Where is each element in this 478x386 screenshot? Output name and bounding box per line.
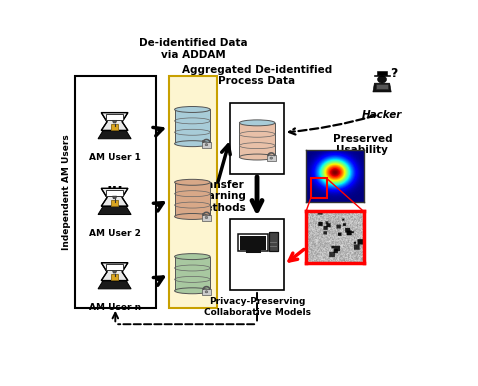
Text: De-identified Data
via ADDAM: De-identified Data via ADDAM	[139, 38, 248, 60]
Polygon shape	[98, 206, 131, 215]
Bar	[202, 142, 211, 148]
Bar	[106, 190, 123, 196]
Polygon shape	[101, 113, 128, 130]
Text: AM User n: AM User n	[88, 303, 141, 312]
Bar	[377, 84, 388, 89]
Ellipse shape	[174, 179, 210, 185]
Bar	[240, 236, 266, 250]
Ellipse shape	[174, 254, 210, 259]
Text: ...: ...	[106, 177, 123, 192]
Ellipse shape	[174, 141, 210, 147]
Polygon shape	[101, 188, 128, 206]
Bar	[169, 76, 217, 308]
Text: ?: ?	[391, 67, 398, 80]
Bar	[239, 123, 275, 157]
Bar	[270, 232, 278, 251]
Text: AM User 2: AM User 2	[88, 229, 141, 238]
Polygon shape	[112, 196, 117, 199]
Circle shape	[270, 157, 272, 159]
Text: Privacy-Preserving
Collaborative Models: Privacy-Preserving Collaborative Models	[204, 298, 311, 317]
Bar	[202, 289, 211, 295]
Bar	[202, 215, 211, 221]
Polygon shape	[112, 271, 117, 273]
Polygon shape	[112, 120, 117, 123]
Bar	[111, 124, 118, 130]
Bar	[174, 182, 210, 217]
Ellipse shape	[174, 288, 210, 294]
Text: Hacker: Hacker	[362, 110, 402, 120]
Circle shape	[205, 217, 208, 218]
Circle shape	[378, 76, 387, 83]
Circle shape	[205, 291, 208, 293]
Text: Preserved
Usability: Preserved Usability	[333, 134, 392, 155]
Text: Transfer
Learning
Methods: Transfer Learning Methods	[194, 180, 246, 213]
Bar	[111, 274, 118, 280]
Ellipse shape	[174, 107, 210, 112]
Bar	[75, 76, 156, 308]
Bar	[374, 75, 390, 76]
Bar	[174, 110, 210, 144]
Polygon shape	[98, 281, 131, 289]
Bar	[111, 200, 118, 206]
Ellipse shape	[239, 120, 275, 126]
Bar	[238, 234, 268, 251]
Ellipse shape	[174, 213, 210, 220]
Circle shape	[205, 144, 208, 146]
Text: AM User 1: AM User 1	[88, 153, 141, 162]
Bar	[230, 103, 284, 174]
Bar	[174, 257, 210, 291]
Bar	[267, 156, 276, 161]
Polygon shape	[101, 263, 128, 281]
Bar	[106, 264, 123, 271]
Bar	[106, 114, 123, 120]
Polygon shape	[373, 83, 391, 92]
Bar	[230, 219, 284, 290]
Text: Aggregated De-identified
Process Data: Aggregated De-identified Process Data	[182, 65, 332, 86]
Ellipse shape	[239, 154, 275, 160]
Text: Independent AM Users: Independent AM Users	[62, 134, 71, 250]
Polygon shape	[98, 130, 131, 139]
Bar	[377, 71, 387, 75]
